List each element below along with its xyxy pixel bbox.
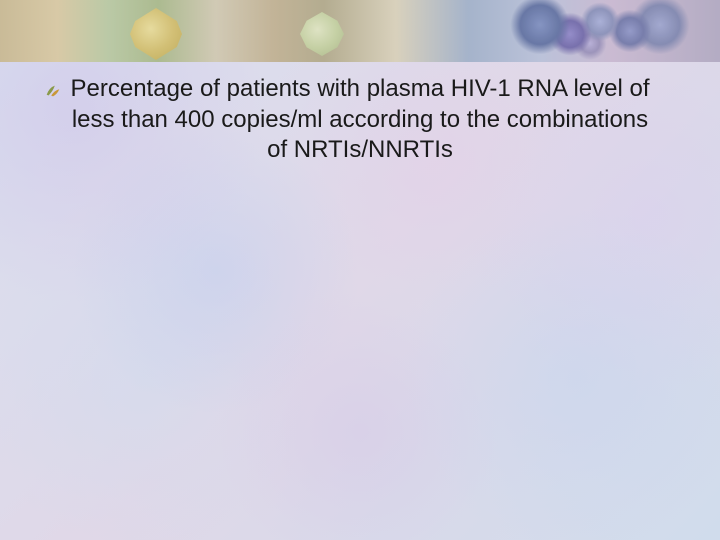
slide-container: Percentage of patients with plasma HIV-1…	[0, 0, 720, 540]
slide-title: Percentage of patients with plasma HIV-1…	[60, 74, 660, 166]
hydrangea-flowers-icon	[500, 0, 700, 62]
